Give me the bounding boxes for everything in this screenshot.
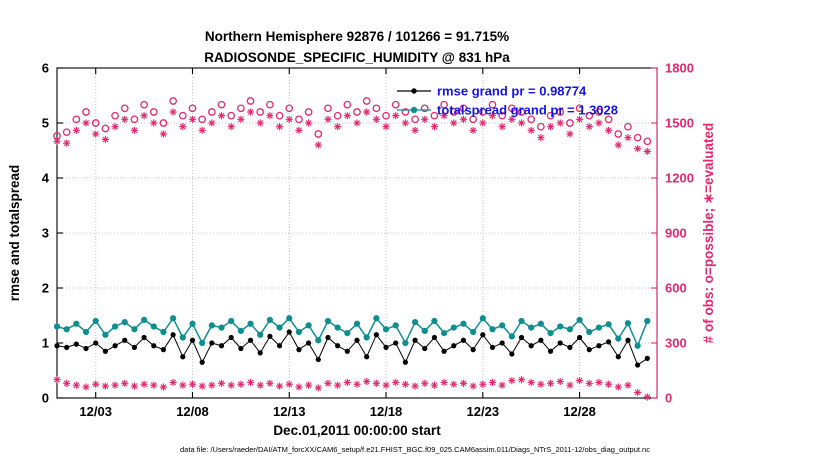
legend-marker-dot — [411, 88, 417, 94]
series-evaluated_obs — [53, 108, 651, 156]
svg-text:600: 600 — [665, 281, 687, 296]
series-totalspread — [53, 315, 651, 349]
grid-lines — [57, 68, 657, 398]
legend: rmse grand pr = 0.98774 totalspread grand… — [397, 84, 618, 118]
svg-text:1800: 1800 — [665, 61, 694, 76]
data-file-caption: data file: /Users/raeder/DAI/ATM_forcXX/… — [180, 445, 650, 454]
svg-text:5: 5 — [42, 116, 49, 131]
chart-title: Northern Hemisphere 92876 / 101266 = 91.… — [0, 26, 714, 68]
svg-text:2: 2 — [42, 281, 49, 296]
svg-text:900: 900 — [665, 226, 687, 241]
svg-text:0: 0 — [42, 391, 49, 406]
svg-text:12/28: 12/28 — [563, 404, 596, 419]
series-evaluated_obs_lower_band — [53, 376, 651, 401]
svg-text:1200: 1200 — [665, 171, 694, 186]
axis-ticks-and-labels: 0 1 2 3 4 5 6 0 300 600 900 1200 1500 1800 12/03 12/08 1… — [42, 61, 694, 420]
svg-text:4: 4 — [42, 171, 50, 186]
series-rmse — [54, 329, 650, 368]
right-y-axis-label: # of obs: o=possible; ∗=evaluated — [701, 123, 716, 344]
legend-marker-dot — [410, 106, 418, 114]
svg-text:0: 0 — [665, 391, 672, 406]
legend-label: rmse grand pr = 0.98774 — [437, 84, 587, 99]
left-y-axis-label: rmse and totalspread — [7, 165, 22, 302]
chart-title-line2: RADIOSONDE_SPECIFIC_HUMIDITY @ 831 hPa — [204, 50, 510, 65]
svg-text:1500: 1500 — [665, 116, 694, 131]
svg-text:6: 6 — [42, 61, 49, 76]
svg-text:1: 1 — [42, 336, 49, 351]
svg-text:12/18: 12/18 — [370, 404, 403, 419]
svg-text:300: 300 — [665, 336, 687, 351]
svg-text:12/23: 12/23 — [467, 404, 500, 419]
svg-text:12/08: 12/08 — [176, 404, 209, 419]
chart-title-line1: Northern Hemisphere 92876 / 101266 = 91.… — [204, 29, 510, 44]
x-axis-label: Dec.01,2011 00:00:00 start — [273, 423, 441, 438]
svg-text:12/03: 12/03 — [79, 404, 112, 419]
series-possible_obs — [53, 97, 652, 146]
svg-text:12/13: 12/13 — [273, 404, 306, 419]
legend-label: totalspread grand pr = 1.3028 — [437, 103, 618, 118]
svg-text:3: 3 — [42, 226, 49, 241]
